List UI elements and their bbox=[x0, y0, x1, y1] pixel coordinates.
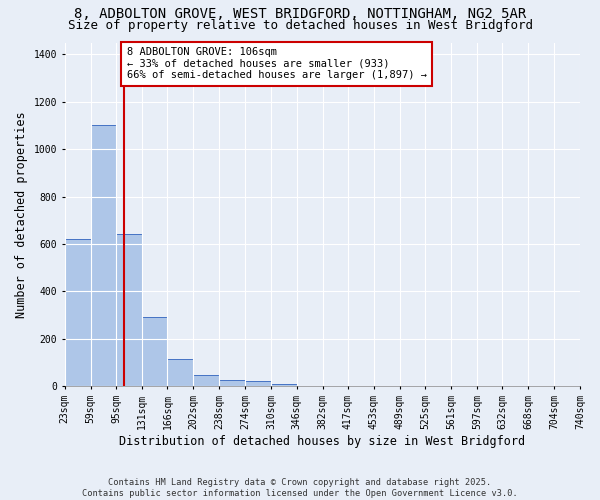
X-axis label: Distribution of detached houses by size in West Bridgford: Distribution of detached houses by size … bbox=[119, 434, 526, 448]
Bar bbox=[91, 126, 116, 386]
Text: 8 ADBOLTON GROVE: 106sqm
← 33% of detached houses are smaller (933)
66% of semi-: 8 ADBOLTON GROVE: 106sqm ← 33% of detach… bbox=[127, 47, 427, 80]
Text: 8, ADBOLTON GROVE, WEST BRIDGFORD, NOTTINGHAM, NG2 5AR: 8, ADBOLTON GROVE, WEST BRIDGFORD, NOTTI… bbox=[74, 8, 526, 22]
Bar bbox=[167, 359, 193, 386]
Bar bbox=[245, 382, 271, 386]
Bar bbox=[142, 318, 167, 386]
Bar bbox=[219, 380, 245, 386]
Bar bbox=[65, 239, 91, 386]
Bar bbox=[271, 384, 297, 386]
Bar bbox=[193, 375, 219, 386]
Y-axis label: Number of detached properties: Number of detached properties bbox=[15, 111, 28, 318]
Text: Size of property relative to detached houses in West Bridgford: Size of property relative to detached ho… bbox=[67, 19, 533, 32]
Bar bbox=[116, 234, 142, 386]
Text: Contains HM Land Registry data © Crown copyright and database right 2025.
Contai: Contains HM Land Registry data © Crown c… bbox=[82, 478, 518, 498]
